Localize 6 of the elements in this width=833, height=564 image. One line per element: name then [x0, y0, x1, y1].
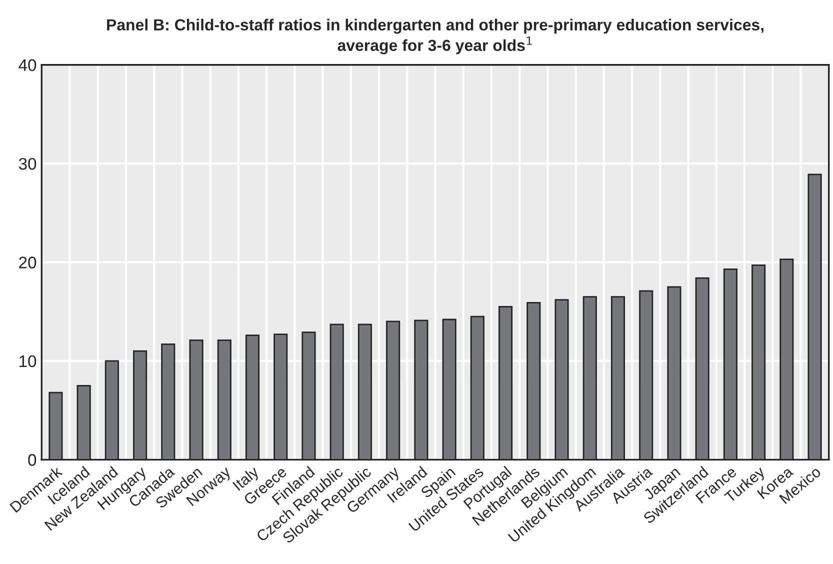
y-tick-label: 0 — [28, 454, 36, 466]
y-tick-label: 30 — [18, 158, 36, 170]
y-tick-label: 40 — [18, 59, 36, 72]
y-tick-label: 20 — [19, 256, 36, 268]
chart-title: Panel B: Child-to-staff ratios in kindergarten and other pre-primary education services, average for 3-6 year olds$^{1}$ — [107, 18, 764, 54]
y-tick-label: 10 — [20, 355, 36, 368]
